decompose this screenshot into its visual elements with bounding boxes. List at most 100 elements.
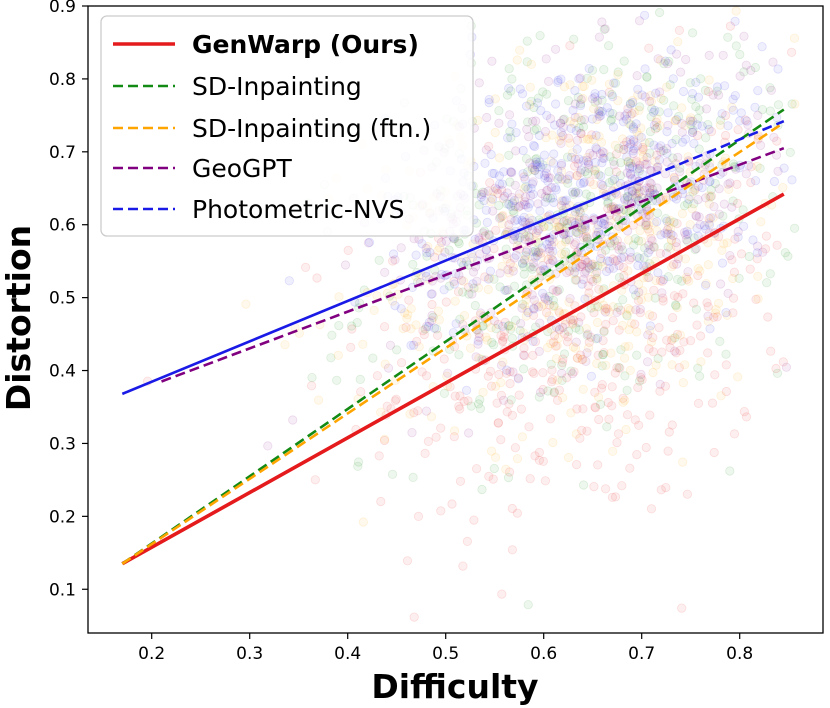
scatter-point bbox=[579, 268, 590, 278]
scatter-point bbox=[572, 135, 583, 145]
scatter-point bbox=[493, 418, 503, 428]
scatter-point bbox=[503, 321, 513, 331]
scatter-point bbox=[613, 70, 623, 80]
scatter-point bbox=[610, 256, 620, 266]
scatter-point bbox=[409, 340, 419, 350]
scatter-point bbox=[687, 89, 698, 99]
scatter-point bbox=[637, 375, 647, 385]
scatter-point bbox=[593, 261, 603, 271]
scatter-point bbox=[546, 251, 556, 261]
scatter-point bbox=[519, 172, 529, 182]
scatter-point bbox=[586, 332, 596, 342]
scatter-point bbox=[773, 166, 783, 176]
x-tick-label: 0.7 bbox=[628, 644, 655, 664]
scatter-point bbox=[575, 99, 586, 109]
scatter-point bbox=[449, 432, 459, 442]
scatter-point bbox=[766, 85, 777, 95]
scatter-point bbox=[517, 303, 527, 313]
scatter-point bbox=[712, 82, 723, 92]
scatter-point bbox=[626, 318, 637, 328]
fit-line-photometric-nvs bbox=[121, 174, 652, 396]
scatter-point bbox=[618, 393, 628, 403]
scatter-point bbox=[353, 461, 363, 471]
scatter-point bbox=[517, 258, 528, 268]
scatter-point bbox=[650, 156, 660, 166]
legend-label: SD-Inpainting (ftn.) bbox=[192, 114, 431, 143]
scatter-point bbox=[691, 101, 701, 112]
scatter-point bbox=[621, 309, 632, 319]
scatter-point bbox=[734, 273, 744, 283]
scatter-point bbox=[654, 107, 664, 117]
scatter-point bbox=[501, 464, 511, 474]
scatter-point bbox=[562, 215, 572, 226]
scatter-point bbox=[540, 192, 550, 202]
scatter-point bbox=[789, 223, 800, 233]
scatter-point bbox=[579, 81, 589, 92]
scatter-point bbox=[525, 191, 536, 201]
scatter-point bbox=[551, 354, 562, 364]
scatter-point bbox=[549, 197, 559, 208]
scatter-point bbox=[493, 319, 503, 329]
scatter-point bbox=[306, 381, 317, 391]
scatter-point bbox=[636, 369, 646, 379]
scatter-point bbox=[666, 235, 677, 245]
scatter-point bbox=[610, 368, 620, 378]
scatter-point bbox=[611, 212, 622, 222]
scatter-point bbox=[590, 402, 600, 412]
scatter-point bbox=[607, 114, 617, 124]
scatter-point bbox=[495, 282, 505, 292]
scatter-point bbox=[654, 322, 664, 333]
scatter-point bbox=[727, 102, 737, 112]
scatter-point bbox=[535, 157, 545, 167]
scatter-point bbox=[436, 237, 447, 247]
scatter-point bbox=[564, 266, 575, 276]
scatter-point bbox=[553, 333, 564, 343]
scatter-point bbox=[426, 412, 437, 422]
scatter-point bbox=[541, 307, 552, 318]
scatter-point bbox=[645, 91, 656, 101]
scatter-point bbox=[576, 223, 586, 233]
scatter-point bbox=[458, 276, 469, 286]
scatter-point bbox=[644, 227, 655, 237]
scatter-point bbox=[598, 219, 608, 229]
scatter-point bbox=[772, 240, 782, 250]
scatter-point bbox=[473, 336, 483, 346]
scatter-point bbox=[546, 156, 556, 166]
scatter-point bbox=[478, 387, 488, 397]
scatter-point bbox=[596, 383, 607, 393]
scatter-point bbox=[340, 260, 351, 270]
scatter-point bbox=[403, 310, 413, 320]
scatter-point bbox=[505, 167, 516, 177]
scatter-point bbox=[518, 299, 528, 309]
scatter-point bbox=[411, 250, 421, 260]
scatter-point bbox=[420, 324, 430, 334]
scatter-point bbox=[605, 215, 616, 226]
scatter-point bbox=[629, 144, 639, 154]
scatter-point bbox=[723, 121, 733, 131]
scatter-point bbox=[576, 94, 586, 105]
scatter-point bbox=[528, 140, 539, 150]
scatter-point bbox=[459, 396, 469, 406]
scatter-point bbox=[584, 163, 594, 173]
scatter-point bbox=[627, 162, 638, 172]
scatter-point bbox=[510, 201, 520, 212]
scatter-point bbox=[671, 348, 681, 358]
scatter-point bbox=[474, 235, 484, 245]
scatter-point bbox=[595, 399, 606, 409]
scatter-point bbox=[502, 188, 512, 198]
scatter-point bbox=[645, 188, 655, 198]
scatter-point bbox=[656, 485, 666, 495]
scatter-point bbox=[483, 274, 493, 284]
scatter-point bbox=[719, 199, 729, 209]
scatter-point bbox=[611, 167, 622, 177]
scatter-point bbox=[481, 245, 491, 255]
scatter-point bbox=[513, 235, 523, 245]
scatter-point bbox=[574, 325, 585, 335]
y-tick-label: 0.3 bbox=[49, 434, 76, 454]
scatter-point bbox=[590, 387, 600, 397]
scatter-point bbox=[591, 130, 601, 140]
scatter-point bbox=[572, 404, 582, 414]
scatter-point bbox=[692, 223, 702, 233]
scatter-point bbox=[543, 295, 553, 305]
scatter-point bbox=[600, 245, 611, 255]
